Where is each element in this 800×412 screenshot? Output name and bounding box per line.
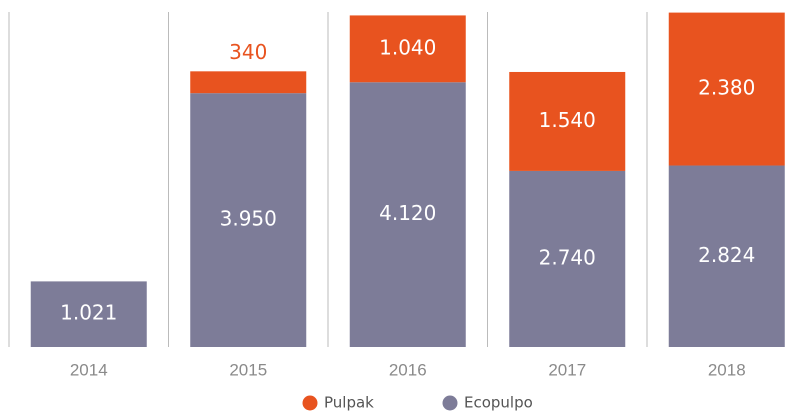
bar-segment — [30, 281, 147, 347]
legend-swatch — [302, 395, 318, 411]
value-label: 1.021 — [60, 301, 117, 325]
bar-segment — [668, 165, 785, 347]
bar-segment — [668, 12, 785, 166]
bar-segment — [349, 15, 466, 83]
x-tick-label: 2014 — [70, 360, 108, 379]
value-label: 2.824 — [698, 243, 755, 267]
value-label: 2.740 — [539, 245, 596, 269]
bar-segment — [190, 71, 307, 94]
x-tick-label: 2017 — [548, 360, 586, 379]
x-tick-label: 2015 — [229, 360, 267, 379]
x-tick-label: 2018 — [708, 360, 746, 379]
legend-label: Ecopulpo — [464, 394, 533, 412]
bar-segment — [349, 82, 466, 347]
bar-segment — [509, 170, 626, 347]
value-label: 4.120 — [379, 201, 436, 225]
bar-segment — [509, 71, 626, 171]
value-label: 1.540 — [539, 108, 596, 132]
legend-swatch — [442, 395, 458, 411]
value-label: 340 — [229, 40, 267, 64]
bar-segment — [190, 93, 307, 347]
value-label: 2.380 — [698, 76, 755, 100]
value-label: 3.950 — [220, 207, 277, 231]
value-label: 1.040 — [379, 35, 436, 59]
legend-label: Pulpak — [324, 394, 374, 412]
x-tick-label: 2016 — [389, 360, 427, 379]
